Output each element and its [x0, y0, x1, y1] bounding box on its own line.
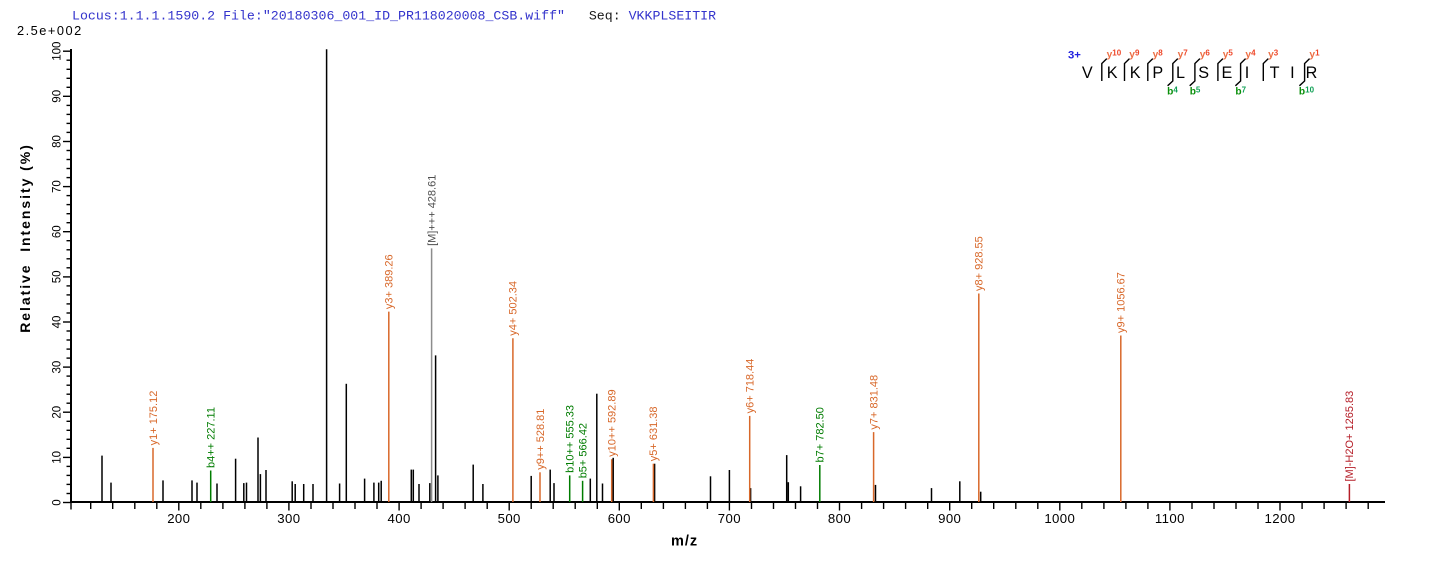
svg-text:600: 600 — [608, 511, 631, 526]
svg-text:y5: y5 — [1223, 48, 1234, 60]
svg-text:90: 90 — [52, 90, 64, 103]
svg-text:40: 40 — [52, 316, 64, 329]
svg-text:K: K — [1130, 64, 1141, 82]
svg-text:300: 300 — [277, 511, 300, 526]
svg-text:b7: b7 — [1235, 85, 1246, 97]
svg-text:y3+ 389.26: y3+ 389.26 — [384, 254, 396, 309]
svg-text:y6: y6 — [1200, 48, 1211, 60]
svg-text:y4+ 502.34: y4+ 502.34 — [508, 281, 520, 336]
svg-text:T: T — [1270, 64, 1280, 82]
svg-text:R: R — [1306, 64, 1318, 82]
svg-text:K: K — [1107, 64, 1118, 82]
svg-text:y7+ 831.48: y7+ 831.48 — [868, 375, 880, 430]
svg-text:2.5e+002: 2.5e+002 — [17, 23, 83, 38]
svg-text:900: 900 — [938, 511, 961, 526]
svg-text:m/z: m/z — [671, 534, 698, 550]
svg-text:Locus:1.1.1.1590.2 File:"20180: Locus:1.1.1.1590.2 File:"20180306_001_ID… — [72, 9, 716, 24]
svg-text:b7+ 782.50: b7+ 782.50 — [815, 407, 827, 462]
svg-text:b10++ 555.33: b10++ 555.33 — [565, 405, 577, 473]
svg-text:y9: y9 — [1129, 48, 1140, 60]
svg-text:b4: b4 — [1167, 85, 1178, 97]
svg-text:y9+ 1056.67: y9+ 1056.67 — [1116, 272, 1128, 333]
svg-text:V: V — [1082, 64, 1093, 82]
svg-text:y8+ 928.55: y8+ 928.55 — [974, 236, 986, 291]
svg-text:1100: 1100 — [1155, 511, 1185, 526]
svg-text:y4: y4 — [1245, 48, 1256, 60]
svg-text:[M]-H2O+ 1265.83: [M]-H2O+ 1265.83 — [1344, 391, 1356, 482]
svg-text:100: 100 — [52, 42, 64, 61]
svg-text:400: 400 — [387, 511, 410, 526]
svg-text:700: 700 — [718, 511, 741, 526]
svg-text:30: 30 — [52, 361, 64, 374]
svg-text:P: P — [1152, 64, 1163, 82]
svg-text:1000: 1000 — [1044, 511, 1075, 526]
svg-text:y8: y8 — [1153, 48, 1164, 60]
svg-text:70: 70 — [52, 180, 64, 193]
svg-text:b5: b5 — [1190, 85, 1201, 97]
svg-text:3+: 3+ — [1068, 49, 1081, 61]
svg-text:E: E — [1221, 64, 1232, 82]
svg-text:y9++ 528.81: y9++ 528.81 — [535, 409, 547, 470]
svg-text:y7: y7 — [1178, 48, 1189, 60]
svg-text:80: 80 — [52, 135, 64, 148]
svg-text:0: 0 — [52, 499, 64, 505]
svg-text:200: 200 — [167, 511, 190, 526]
svg-text:50: 50 — [52, 271, 64, 284]
svg-text:800: 800 — [828, 511, 851, 526]
svg-text:y1: y1 — [1309, 48, 1320, 60]
svg-text:I: I — [1245, 64, 1250, 82]
svg-text:10: 10 — [52, 451, 64, 464]
svg-text:500: 500 — [498, 511, 521, 526]
svg-text:b4++ 227.11: b4++ 227.11 — [206, 407, 218, 468]
svg-text:y10++ 592.89: y10++ 592.89 — [607, 389, 619, 456]
svg-text:1200: 1200 — [1265, 511, 1296, 526]
svg-text:Relative Intensity (%): Relative Intensity (%) — [17, 143, 33, 333]
svg-text:y6+ 718.44: y6+ 718.44 — [745, 359, 757, 414]
svg-text:L: L — [1176, 64, 1185, 82]
svg-text:S: S — [1198, 64, 1209, 82]
svg-text:20: 20 — [52, 406, 64, 419]
svg-text:I: I — [1290, 64, 1295, 82]
svg-text:b5+ 566.42: b5+ 566.42 — [577, 423, 589, 478]
svg-text:y5+ 631.38: y5+ 631.38 — [648, 406, 660, 461]
svg-text:y3: y3 — [1268, 48, 1279, 60]
svg-text:[M]+++ 428.61: [M]+++ 428.61 — [426, 175, 438, 246]
svg-text:y1+ 175.12: y1+ 175.12 — [148, 391, 160, 446]
svg-text:60: 60 — [52, 225, 64, 238]
